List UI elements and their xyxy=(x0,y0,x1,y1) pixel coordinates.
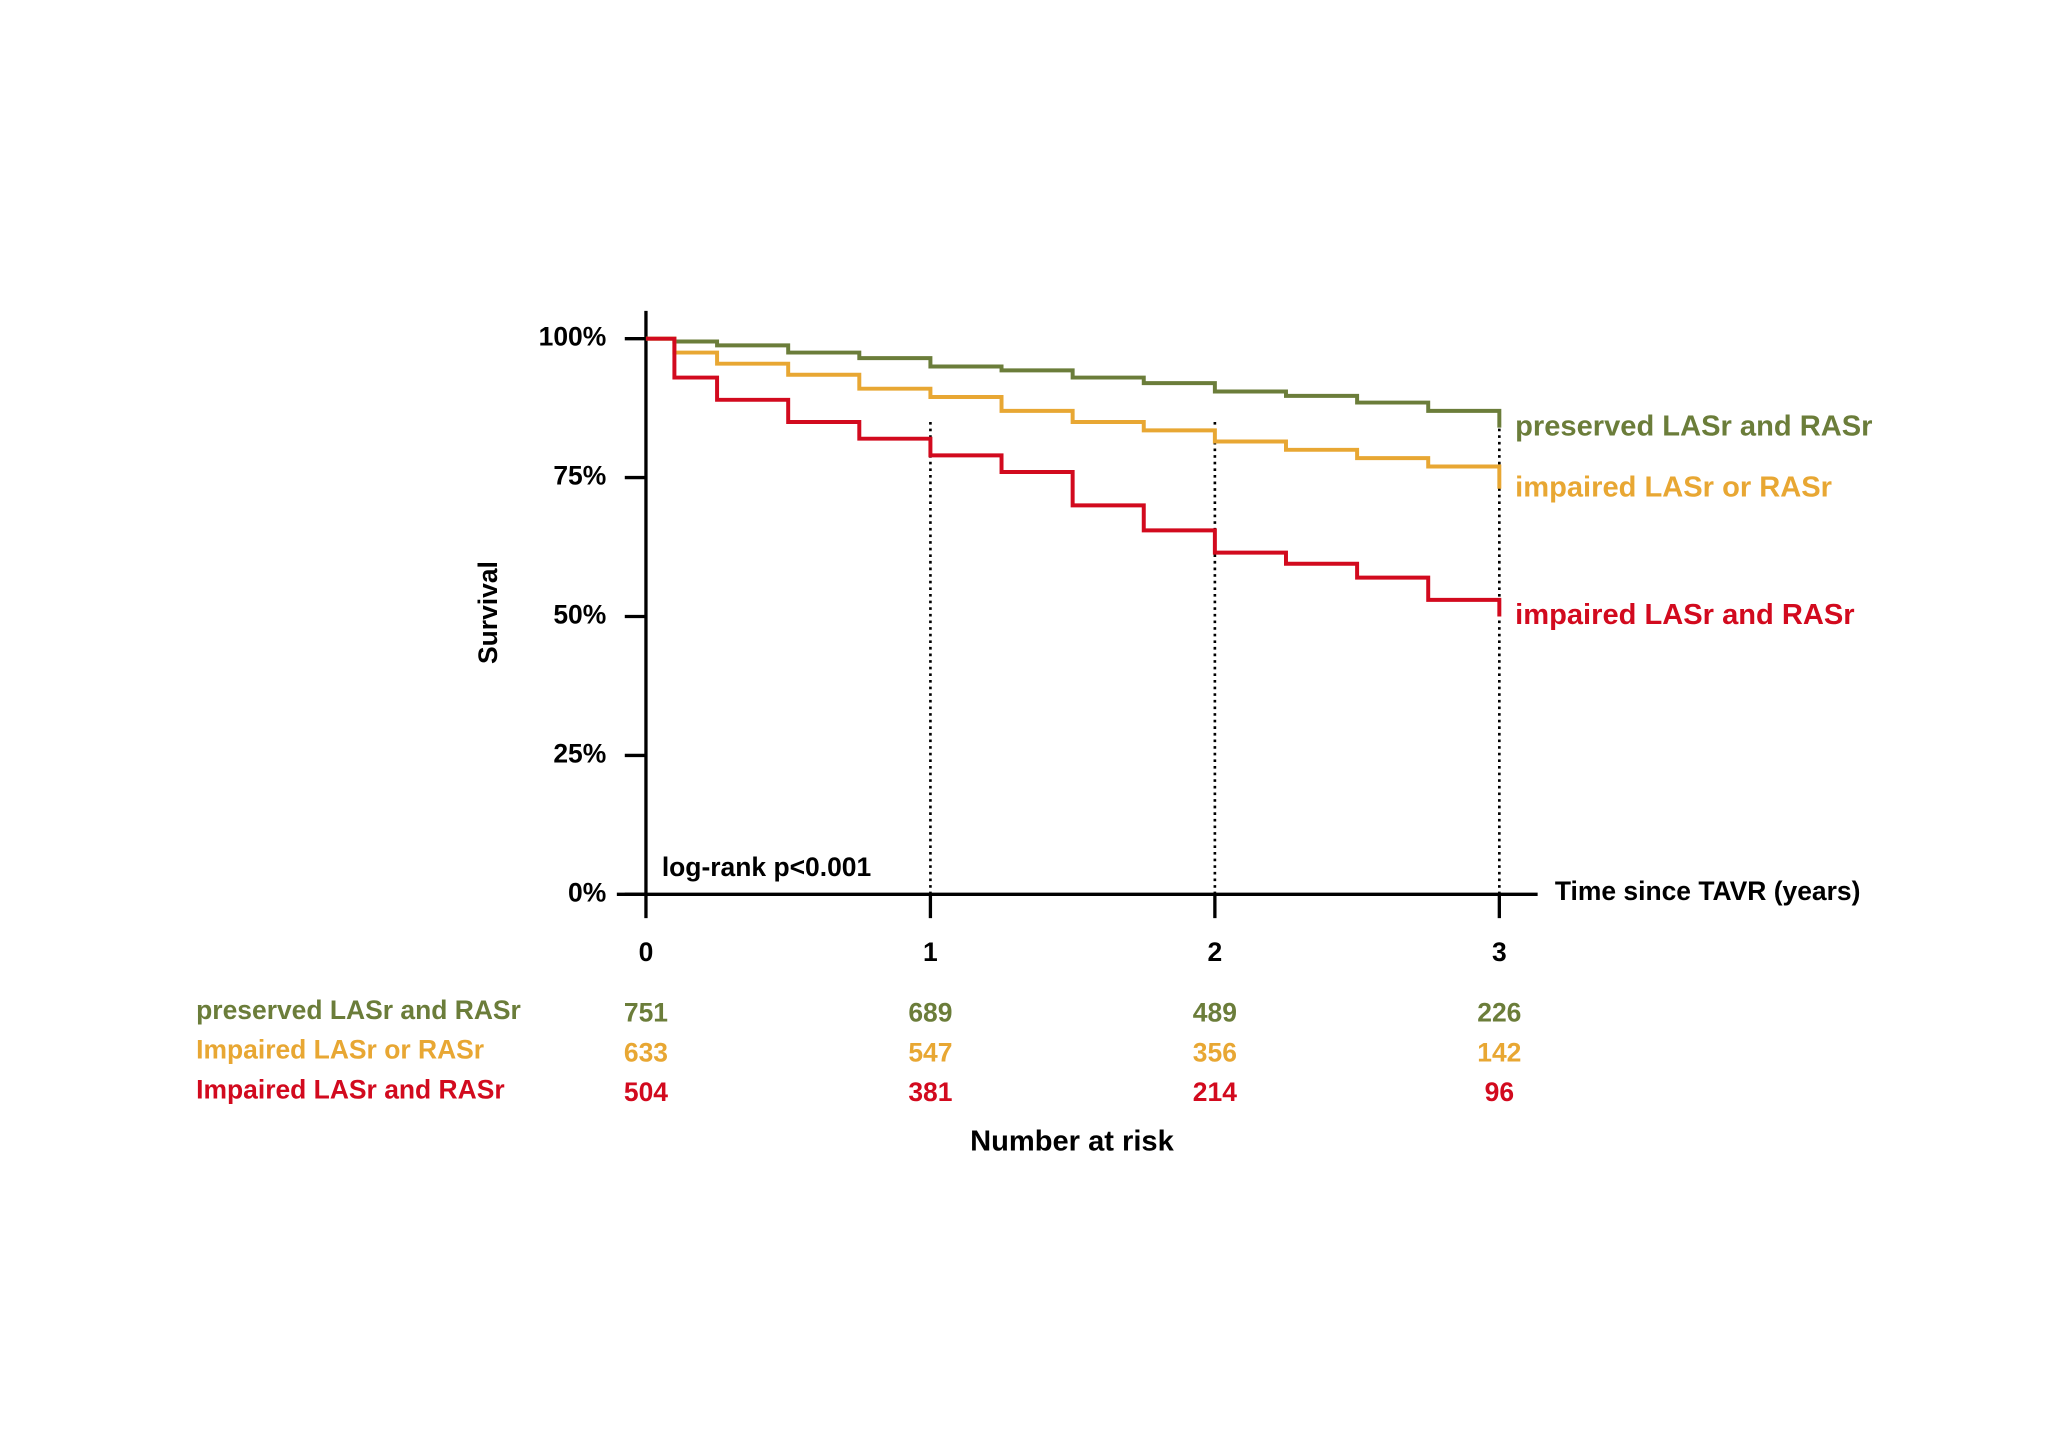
risk-count: 226 xyxy=(1477,998,1521,1028)
risk-row-label: Impaired LASr and RASr xyxy=(196,1074,505,1104)
y-axis-label: Survival xyxy=(473,561,503,664)
legend-label: impaired LASr and RASr xyxy=(1515,599,1854,631)
risk-count: 96 xyxy=(1485,1077,1514,1107)
legend-label: preserved LASr and RASr xyxy=(1515,410,1872,442)
x-tick-label: 0 xyxy=(639,937,654,967)
x-tick-label: 1 xyxy=(923,937,938,967)
y-tick-label: 100% xyxy=(539,322,607,352)
risk-count: 381 xyxy=(908,1077,952,1107)
risk-count: 547 xyxy=(908,1037,952,1067)
risk-count: 489 xyxy=(1193,998,1237,1028)
risk-count: 214 xyxy=(1193,1077,1237,1107)
annotation: log-rank p<0.001 xyxy=(662,852,871,882)
legend-label: impaired LASr or RASr xyxy=(1515,471,1832,503)
risk-count: 356 xyxy=(1193,1037,1237,1067)
x-axis-label: Time since TAVR (years) xyxy=(1555,876,1861,906)
y-tick-label: 0% xyxy=(568,877,606,907)
survival-curve xyxy=(645,336,1502,489)
risk-count: 751 xyxy=(624,998,668,1028)
survival-curve xyxy=(645,336,1502,617)
y-tick-label: 50% xyxy=(553,599,606,629)
risk-table-title: Number at risk xyxy=(970,1126,1175,1158)
x-tick-label: 2 xyxy=(1208,937,1223,967)
risk-row-label: Impaired LASr or RASr xyxy=(196,1035,484,1065)
risk-count: 142 xyxy=(1477,1037,1521,1067)
y-tick-label: 75% xyxy=(553,461,606,491)
risk-count: 689 xyxy=(908,998,952,1028)
y-tick-label: 25% xyxy=(553,738,606,768)
x-tick-label: 3 xyxy=(1492,937,1507,967)
risk-row-label: preserved LASr and RASr xyxy=(196,995,521,1025)
survival-curve xyxy=(645,336,1502,428)
risk-count: 633 xyxy=(624,1037,668,1067)
risk-count: 504 xyxy=(624,1077,668,1107)
